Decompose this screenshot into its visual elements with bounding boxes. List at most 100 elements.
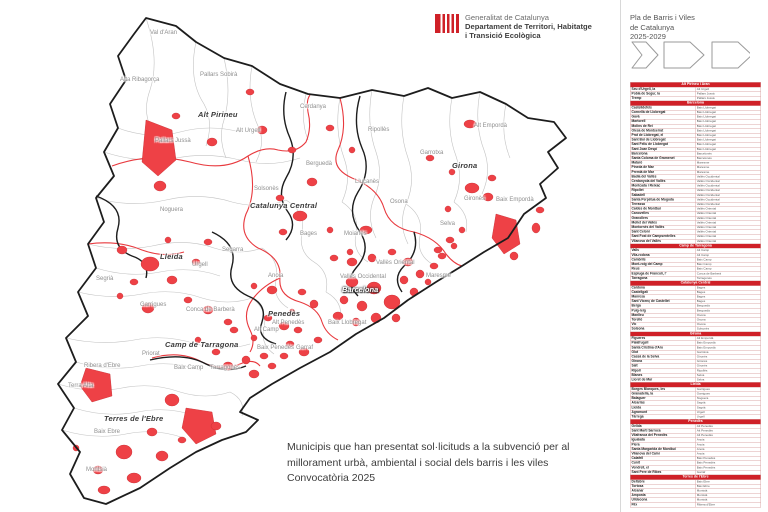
comarca-label: Alta Ribagorça — [120, 77, 160, 83]
caption-line-2: millorament urbà, ambiental i social del… — [287, 456, 549, 469]
municipality-name: Sant Feliu de Llobregat — [630, 142, 696, 148]
comarca-boundaries — [57, 17, 511, 439]
comarca-label: Baix Ebre — [94, 429, 121, 435]
comarca-label: Cerdanya — [300, 104, 327, 110]
comarca-label: Pallars Jussà — [155, 138, 191, 144]
municipality-row: Solsona Solsonès — [630, 326, 761, 332]
vegueria-label: Barcelona — [342, 285, 379, 294]
municipality-row: Tarragona Tarragonès — [630, 275, 761, 281]
comarca-label: Ripollès — [368, 127, 390, 133]
comarca-name: Selva — [695, 377, 761, 383]
vegueria-label: Catalunya Central — [250, 201, 318, 210]
municipality-name: Santa Coloma de Gramenet — [630, 156, 696, 162]
caption-line-3: Convocatòria 2025 — [287, 472, 376, 484]
comarca-label: Osona — [390, 199, 408, 205]
municipality-row: Tàrrega Urgell — [630, 414, 761, 420]
comarca-label: Moianès — [344, 231, 367, 237]
process-chevrons-icon — [631, 41, 750, 69]
municipality-row: Flix Ribera d'Ebre — [630, 502, 761, 508]
vegueria-boundaries — [87, 94, 463, 369]
municipality-name: Montornès del Vallès — [630, 225, 696, 231]
applicant-municipalities — [72, 88, 545, 495]
map-caption: Municipis que han presentat sol·licituds… — [287, 440, 570, 487]
municipality-name: Flix — [630, 502, 696, 508]
comarca-label: Bages — [300, 231, 318, 237]
vegueria-label: Terres de l'Ebre — [104, 414, 164, 423]
comarca-label: Ribera d'Ebre — [84, 363, 121, 369]
org-name: Generalitat de Catalunya — [465, 13, 550, 22]
municipality-name: Sant Pere de Ribes — [630, 469, 696, 476]
comarca-label: Solsonès — [254, 186, 279, 192]
vegueria-label: Girona — [452, 161, 478, 170]
municipality-row: Vilanova del Vallès Vallès Oriental — [630, 238, 761, 244]
municipality-row: Tremp Pallars Jussà — [630, 95, 761, 102]
panel-title-line-3: 2025-2029 — [630, 32, 666, 41]
comarca-name: Tarragonès — [695, 275, 761, 281]
vegueria-label: Lleida — [160, 252, 183, 261]
comarca-name: Garraf — [695, 469, 761, 476]
municipality-name: Tremp — [630, 95, 696, 102]
comarca-label: Baix Empordà — [496, 197, 534, 203]
comarca-label: Terra Alta — [68, 383, 94, 389]
comarca-name: Pallars Jussà — [695, 95, 761, 102]
municipality-name: Sant Fost de Campsentelles — [630, 234, 696, 240]
municipality-row: Sant Pere de Ribes Garraf — [630, 469, 761, 476]
panel-title: Pla de Barris i Viles de Catalunya 2025-… — [630, 13, 695, 42]
comarca-name: Solsonès — [695, 326, 761, 332]
comarca-label: Pallars Sobirà — [200, 72, 238, 78]
municipality-name: Cerdanyola del Vallès — [630, 179, 696, 185]
comarca-name: Urgell — [695, 414, 761, 420]
municipality-name: Sant Vicenç de Castellet — [630, 299, 696, 305]
municipality-name: Santa Perpètua de Mogoda — [630, 197, 696, 203]
comarca-label: Alt Empordà — [474, 123, 508, 129]
comarca-label: Garrotxa — [420, 150, 444, 156]
comarca-label: Garraf — [296, 345, 314, 351]
comarca-label: Montsià — [86, 467, 108, 473]
comarca-label: Priorat — [142, 351, 160, 357]
caption-line-1: Municipis que han presentat sol·licituds… — [287, 441, 570, 453]
municipality-name: Solsona — [630, 326, 696, 332]
comarca-label: Baix Camp — [174, 365, 204, 371]
municipality-name: Vilanova del Vallès — [630, 238, 696, 244]
comarca-label: Tarragonès — [210, 365, 241, 371]
municipality-name: Espluga de Francolí, l' — [630, 271, 696, 277]
comarca-label: Anoia — [268, 273, 284, 279]
comarca-label: Berguedà — [306, 161, 333, 167]
comarca-label: Baix Penedès — [257, 345, 295, 351]
comarca-label: Garrigues — [140, 302, 167, 308]
vegueria-label: Camp de Tarragona — [165, 340, 239, 349]
panel-title-line-1: Pla de Barris i Viles — [630, 13, 695, 22]
comarca-label: Segrià — [96, 276, 114, 282]
comarca-label: Segarra — [222, 247, 244, 253]
generalitat-senyera-icon — [435, 14, 459, 33]
comarca-label: Alt Urgell — [236, 128, 261, 134]
comarca-label: Val d'Aran — [150, 30, 178, 36]
panel-divider — [620, 0, 621, 512]
municipality-table-wrapper: Alt Pirineu i Aran Seu d'Urgell, la Alt Ur… — [630, 82, 762, 508]
map-labels: Alt Pirineu Girona Catalunya Central Lleida… — [68, 30, 534, 473]
catalonia-map — [57, 17, 567, 505]
municipality-name: Tarragona — [630, 275, 696, 281]
comarca-label: Gironès — [464, 196, 486, 202]
comarca-label: Noguera — [160, 207, 184, 213]
comarca-label: Urgell — [192, 262, 208, 268]
municipality-name: Lloret de Mar — [630, 377, 696, 383]
municipality-name: Santa Cristina d'Aro — [630, 345, 696, 351]
municipality-table: Alt Pirineu i Aran Seu d'Urgell, la Alt Ur… — [630, 82, 761, 508]
comarca-label: Lluçanès — [355, 179, 380, 185]
comarca-label: Baix Llobregat — [328, 320, 367, 326]
comarca-label: Selva — [440, 221, 456, 227]
comarca-label: Alt Camp — [254, 327, 279, 333]
comarca-label: Vallès Oriental — [376, 260, 415, 266]
comarca-name: Vallès Oriental — [695, 238, 761, 244]
comarca-label: Vallès Occidental — [340, 274, 386, 280]
municipality-name: Cornellà de Llobregat — [630, 109, 696, 116]
department-name-line2: i Transició Ecològica — [465, 31, 541, 40]
comarca-label: Conca de Barberà — [186, 307, 235, 313]
municipality-row: Borges Blanques, les Garrigues — [630, 386, 761, 392]
municipality-row: Lloret de Mar Selva — [630, 377, 761, 383]
panel-title-line-2: de Catalunya — [630, 22, 675, 32]
municipality-name: Borges Blanques, les — [630, 386, 696, 392]
comarca-label: Alt Penedès — [272, 320, 305, 326]
department-name-line1: Departament de Territori, Habitatge — [465, 22, 592, 31]
